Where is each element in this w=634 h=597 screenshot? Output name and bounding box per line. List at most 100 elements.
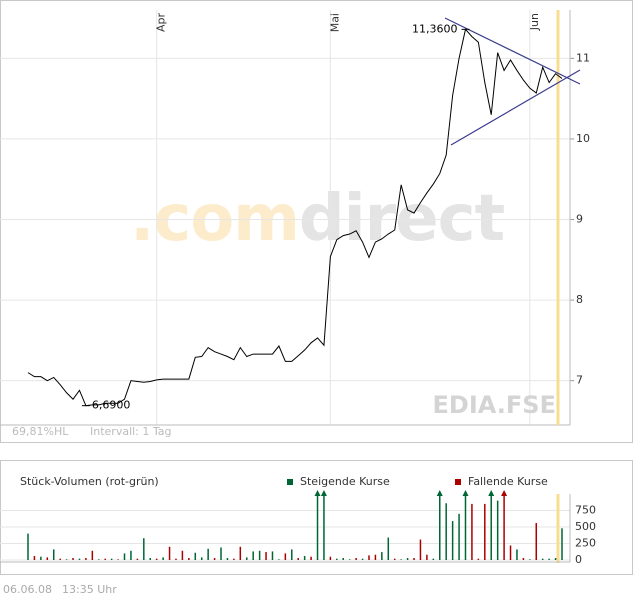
volume-bar [149, 558, 151, 560]
volume-bar [297, 558, 299, 560]
volume-bar [464, 494, 467, 560]
volume-title: Stück-Volumen (rot-grün) [20, 475, 159, 488]
volume-bar [329, 556, 332, 560]
volume-bar [368, 555, 370, 560]
overflow-arrow [320, 490, 327, 496]
volume-bar [393, 558, 396, 560]
volume-bar [432, 558, 435, 560]
volume-bar [239, 546, 242, 560]
volume-bar [554, 558, 557, 560]
volume-bar [477, 558, 480, 560]
volume-bar [323, 494, 325, 560]
volume-bar [233, 558, 235, 560]
volume-bar [451, 521, 454, 560]
watermark-part: direct [299, 182, 505, 256]
volume-bar [78, 558, 81, 560]
volume-bar [200, 557, 203, 560]
overflow-arrow [462, 490, 469, 496]
note: Intervall: 1 Tag [90, 425, 172, 438]
price-panel [0, 0, 633, 443]
volume-bar [355, 558, 357, 560]
volume-bar [245, 557, 248, 560]
volume-bar [316, 494, 319, 560]
volume-bar [33, 556, 36, 560]
price-line [27, 28, 563, 407]
volume-bar [258, 550, 261, 560]
y-tick-label: 10 [576, 132, 590, 145]
volume-bar [52, 549, 55, 560]
annotation-label: 11,3600 [412, 22, 458, 35]
volume-bar [426, 554, 428, 560]
y-tick-label: 9 [576, 213, 583, 226]
volume-bar [175, 558, 177, 560]
footer-date: 06.06.08 [3, 583, 52, 596]
volume-bar [522, 558, 525, 560]
x-tick-label: Jun [528, 13, 541, 31]
x-tick-label: Mai [328, 13, 341, 32]
y-tick-label: 8 [576, 293, 583, 306]
volume-bar [110, 558, 113, 560]
volume-bar [226, 558, 229, 560]
volume-bar [400, 559, 402, 560]
volume-bar [181, 550, 184, 560]
volume-bar [59, 558, 61, 560]
symbol: EDIA.FSE [433, 391, 556, 419]
volume-bar [220, 547, 222, 560]
volume-bar [413, 558, 415, 560]
volume-bar [291, 549, 293, 560]
volume-bar [503, 494, 505, 560]
x-tick-label: Apr [155, 13, 168, 33]
watermark: .comdirect [130, 182, 505, 256]
y-tick-label: 11 [576, 51, 590, 64]
volume-bar [265, 552, 267, 560]
volume-bar [207, 548, 209, 560]
volume-bar [188, 558, 190, 560]
y-tick-label: 0 [575, 553, 582, 566]
volume-bar [284, 553, 287, 560]
y-tick-label: 750 [575, 504, 596, 517]
volume-bar [303, 556, 306, 560]
volume-bar [98, 559, 100, 560]
volume-bar [194, 552, 197, 560]
overflow-arrow [436, 490, 443, 496]
volume-bar [271, 551, 274, 560]
volume-bar [484, 503, 486, 560]
volume-bar [509, 545, 512, 560]
overflow-arrow [488, 490, 495, 496]
volume-bar [387, 537, 390, 560]
volume-bar [529, 559, 531, 560]
volume-bar [496, 500, 499, 560]
watermark-part: .com [130, 182, 299, 256]
volume-bar [561, 528, 563, 560]
volume-bar [72, 558, 74, 560]
volume-bar [439, 494, 441, 560]
volume-bar [419, 539, 422, 560]
volume-bar [548, 558, 550, 560]
volume-bar [213, 558, 216, 560]
annotation-label: 6,6900 [92, 399, 131, 412]
volume-bar [406, 558, 409, 560]
volume-bar [252, 551, 254, 560]
volume-bar [40, 556, 42, 560]
volume-bar [168, 546, 171, 560]
volume-bar [490, 494, 492, 560]
legend-label: Fallende Kurse [468, 475, 548, 488]
legend-swatch [455, 479, 461, 485]
trendline [450, 69, 581, 146]
volume-bar [342, 558, 345, 560]
volume-bar [381, 552, 383, 560]
volume-bar [117, 559, 119, 560]
volume-bar [541, 558, 544, 560]
volume-bar [348, 559, 351, 560]
note: 69,81%HL [12, 425, 69, 438]
volume-bar [155, 558, 158, 560]
volume-bar [516, 549, 518, 560]
volume-bar [162, 557, 164, 560]
volume-bar [143, 538, 145, 560]
volume-bar [458, 513, 460, 560]
volume-bar [123, 553, 126, 560]
bars [27, 494, 563, 560]
y-tick-label: 250 [575, 537, 596, 550]
volume-bar [65, 559, 68, 560]
volume-bar [445, 503, 447, 560]
